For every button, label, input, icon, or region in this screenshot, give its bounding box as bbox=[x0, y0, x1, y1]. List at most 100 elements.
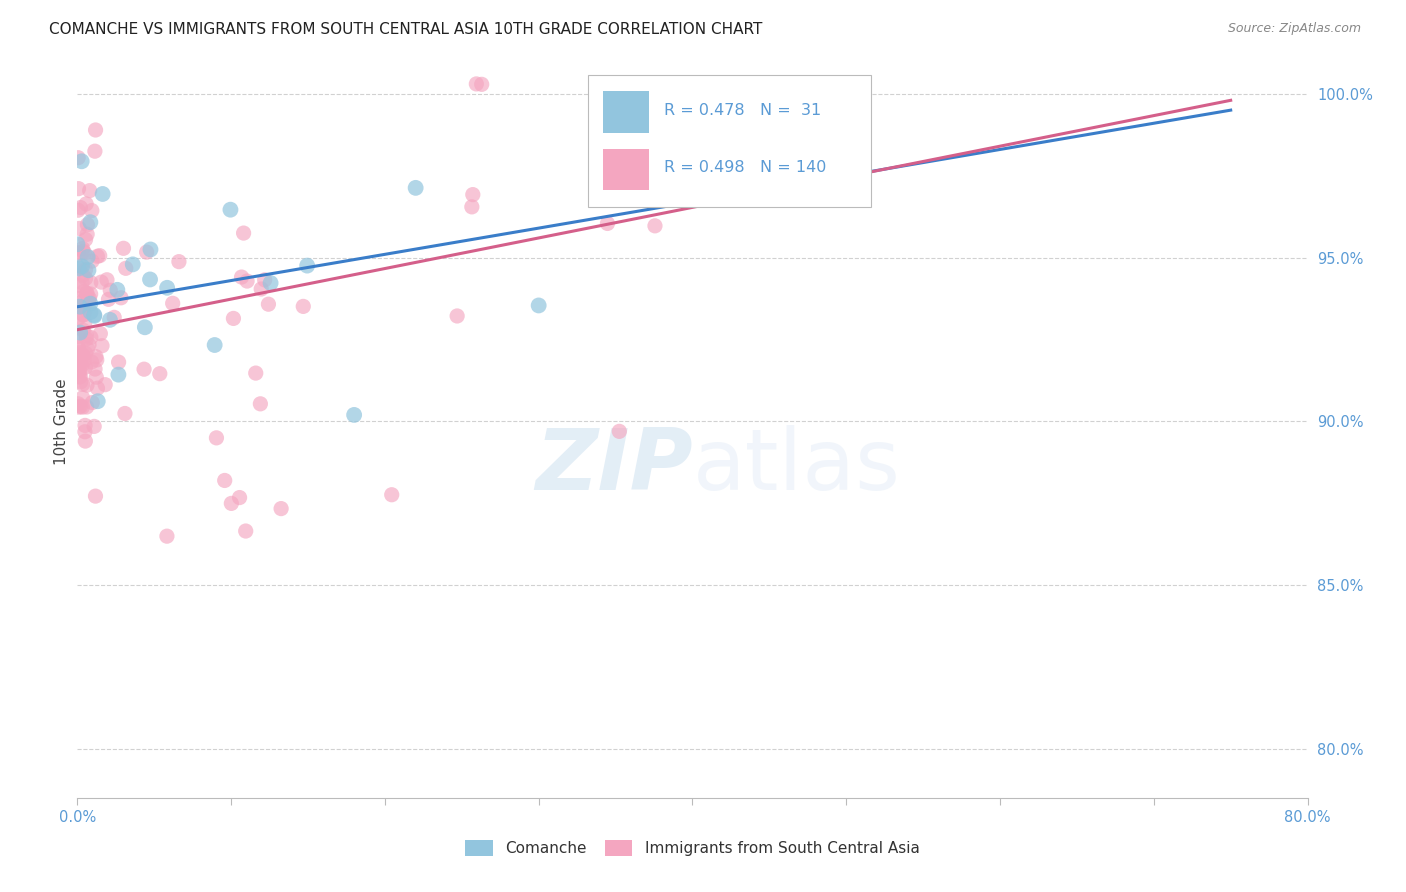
Point bbox=[67, 181, 90, 195]
Point bbox=[221, 496, 243, 510]
Point bbox=[69, 369, 91, 384]
Point bbox=[70, 355, 93, 369]
Point bbox=[461, 200, 484, 214]
Point bbox=[97, 293, 120, 307]
Point bbox=[245, 366, 267, 380]
Point bbox=[84, 350, 107, 364]
Point bbox=[73, 285, 96, 299]
Point bbox=[73, 299, 96, 313]
Point bbox=[70, 358, 93, 372]
Point bbox=[72, 323, 94, 337]
Point bbox=[79, 305, 101, 319]
Point bbox=[80, 355, 103, 369]
Point bbox=[121, 257, 143, 271]
Point bbox=[98, 313, 121, 327]
Point bbox=[69, 356, 91, 370]
Point bbox=[73, 353, 96, 368]
Point bbox=[69, 326, 91, 340]
Point bbox=[84, 489, 107, 503]
Point bbox=[73, 425, 96, 439]
Point bbox=[69, 370, 91, 384]
Point bbox=[79, 296, 101, 310]
Point bbox=[607, 425, 630, 439]
Point bbox=[75, 328, 97, 343]
Point bbox=[73, 246, 96, 260]
Point bbox=[114, 407, 136, 421]
Point bbox=[69, 399, 91, 413]
Point bbox=[84, 370, 107, 384]
Point bbox=[70, 154, 93, 169]
Point bbox=[67, 261, 90, 276]
Point bbox=[75, 434, 97, 448]
Text: R = 0.478   N =  31: R = 0.478 N = 31 bbox=[664, 103, 821, 118]
Point bbox=[69, 300, 91, 314]
Point bbox=[69, 365, 91, 379]
Point bbox=[79, 287, 101, 301]
Point bbox=[83, 144, 105, 158]
Point bbox=[219, 202, 242, 217]
Point bbox=[91, 186, 114, 201]
Point bbox=[67, 151, 90, 165]
Point bbox=[82, 395, 104, 409]
Point bbox=[67, 203, 90, 218]
Point bbox=[69, 345, 91, 359]
Point bbox=[132, 362, 155, 376]
Point bbox=[214, 474, 236, 488]
Point bbox=[72, 294, 94, 309]
Point bbox=[79, 184, 101, 198]
Point bbox=[94, 377, 117, 392]
Point bbox=[783, 94, 806, 108]
Point bbox=[84, 123, 107, 137]
Point bbox=[72, 268, 94, 282]
Point bbox=[75, 332, 97, 346]
Point bbox=[76, 378, 98, 392]
Point bbox=[75, 197, 97, 211]
Point bbox=[69, 291, 91, 305]
Point bbox=[73, 418, 96, 433]
Point bbox=[461, 187, 484, 202]
Point bbox=[232, 226, 254, 240]
Point bbox=[90, 275, 112, 289]
Point bbox=[596, 216, 619, 230]
Point bbox=[253, 273, 276, 287]
Point bbox=[67, 221, 90, 235]
Point bbox=[107, 355, 129, 369]
Point bbox=[110, 291, 132, 305]
Point bbox=[69, 375, 91, 389]
Point bbox=[292, 299, 315, 313]
Text: ZIP: ZIP bbox=[534, 425, 693, 508]
Point bbox=[446, 309, 468, 323]
Point bbox=[77, 293, 100, 307]
Point bbox=[76, 227, 98, 242]
Point bbox=[79, 215, 101, 229]
Point bbox=[67, 311, 90, 326]
Point bbox=[67, 329, 90, 343]
Point bbox=[67, 340, 90, 354]
Point bbox=[75, 233, 97, 247]
Point bbox=[70, 276, 93, 290]
Point bbox=[465, 77, 488, 91]
Point bbox=[76, 342, 98, 356]
Point bbox=[249, 397, 271, 411]
Point bbox=[89, 249, 111, 263]
Bar bbox=[603, 91, 650, 133]
Point bbox=[156, 281, 179, 295]
Point bbox=[67, 341, 90, 355]
Point bbox=[228, 491, 250, 505]
Point bbox=[67, 363, 90, 377]
Point bbox=[76, 400, 98, 414]
Point bbox=[69, 246, 91, 260]
Point bbox=[295, 259, 318, 273]
Point bbox=[83, 308, 105, 322]
Point bbox=[75, 302, 97, 317]
Point bbox=[83, 419, 105, 434]
Point bbox=[702, 79, 724, 94]
Point bbox=[86, 381, 108, 395]
Point bbox=[67, 347, 90, 361]
Point bbox=[641, 134, 664, 148]
Point bbox=[67, 397, 90, 411]
Point bbox=[75, 271, 97, 285]
Point bbox=[236, 274, 259, 288]
Point bbox=[80, 203, 103, 218]
Bar bbox=[603, 149, 650, 190]
